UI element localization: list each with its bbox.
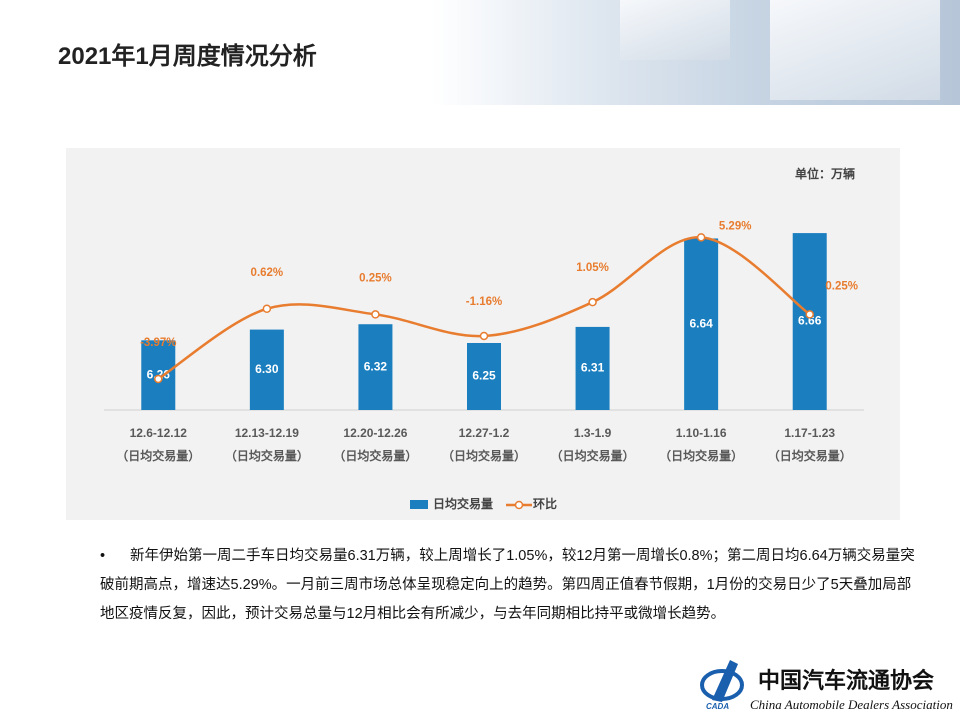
paragraph-block: • 新年伊始第一周二手车日均交易量6.31万辆，较上周增长了1.05%，较12月… [100,542,925,629]
line-value-label: 0.62% [251,267,284,279]
unit-label: 单位：万辆 [795,166,855,181]
x-tick-sublabel: （日均交易量） [442,448,526,463]
decor [770,0,940,100]
bar [684,238,719,410]
bar-value-label: 6.26 [147,367,171,381]
line-marker [479,331,489,341]
line-value-label: 0.25% [359,272,392,284]
paragraph: 新年伊始第一周二手车日均交易量6.31万辆，较上周增长了1.05%，较12月第一… [100,548,915,622]
x-tick-sublabel: （日均交易量） [333,448,417,463]
x-tick-sublabel: （日均交易量） [659,448,743,463]
x-tick-sublabel: （日均交易量） [116,448,200,463]
bar-value-label: 6.30 [255,362,279,376]
x-tick-label: 12.6-12.12 [130,426,188,440]
bar [467,342,501,410]
bar [792,233,827,410]
line-value-label: 5.29% [719,220,752,232]
bar-value-label: 6.32 [364,359,388,373]
line-marker [696,233,706,242]
line-marker [805,310,814,319]
legend-swatch [410,500,428,509]
bar [358,324,393,410]
line-value-label: 0.25% [825,280,858,292]
line-marker [371,310,380,319]
legend-label: 环比 [533,496,557,511]
line-marker [262,304,272,314]
x-tick-label: 12.13-12.19 [235,426,299,440]
bullet: • [100,548,106,564]
x-tick-label: 12.27-1.2 [459,426,510,440]
line-marker [154,374,163,384]
x-tick-label: 1.3-1.9 [574,426,612,440]
line-value-label: -1.16% [466,296,502,308]
x-tick-label: 1.10-1.16 [676,426,727,440]
x-tick-sublabel: （日均交易量） [551,448,635,463]
x-tick-sublabel: （日均交易量） [225,448,309,463]
header-band [0,0,960,105]
line-marker [588,297,597,307]
legend-label: 日均交易量 [433,496,493,511]
x-tick-label: 12.20-12.26 [343,426,407,440]
x-tick-label: 1.17-1.23 [784,426,835,440]
bar-value-label: 6.25 [472,369,496,383]
slide-title: 2021年1月周度情况分析 [58,43,317,70]
line-value-label: -3.97% [140,337,176,349]
bar-value-label: 6.64 [689,316,713,330]
legend-swatch [514,500,524,510]
bar [249,329,284,410]
bar-value-label: 6.31 [581,361,605,375]
bar-value-label: 6.66 [798,314,822,328]
x-tick-sublabel: （日均交易量） [768,448,852,463]
line-value-label: 1.05% [576,262,609,274]
bar [575,326,610,410]
decor [620,0,730,60]
